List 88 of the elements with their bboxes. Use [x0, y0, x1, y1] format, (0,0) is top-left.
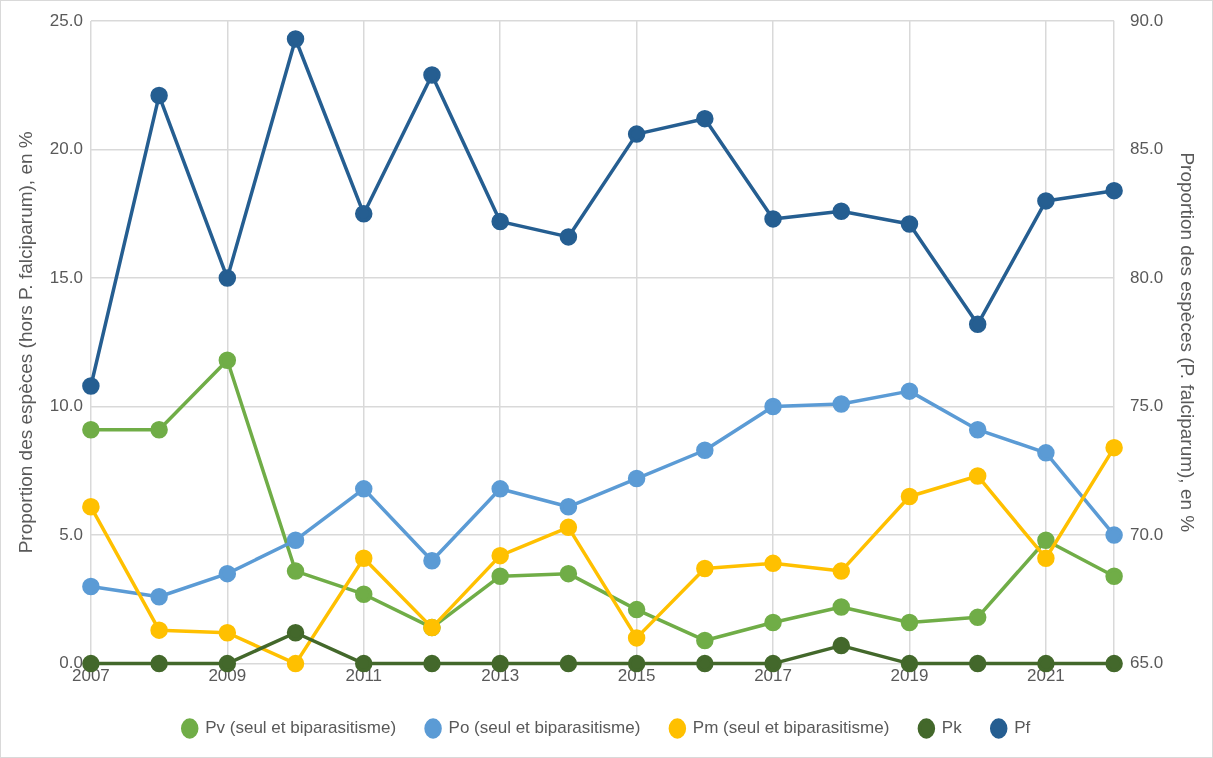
point: [82, 498, 100, 516]
point: [82, 420, 100, 439]
point: [627, 125, 646, 143]
point: [968, 608, 987, 627]
point: [423, 654, 441, 673]
point: [832, 562, 850, 580]
point: [218, 269, 237, 287]
point: [627, 629, 646, 647]
point: [286, 562, 305, 580]
point: [968, 315, 987, 334]
y2-tick-label: 65.0: [1130, 653, 1164, 673]
legend-label: Po (seul et biparasitisme): [448, 718, 641, 738]
point: [900, 382, 919, 400]
y-tick-label: 15.0: [49, 267, 83, 287]
y2-axis-title: Proportion des espèces (P. falciparum), en %: [1177, 152, 1199, 533]
point: [150, 420, 168, 439]
y2-tick-label: 85.0: [1130, 139, 1164, 159]
legend-label: Pf: [1014, 718, 1031, 738]
point: [423, 552, 441, 570]
point: [968, 420, 987, 439]
y-tick-label: 20.0: [49, 139, 83, 159]
point: [764, 210, 782, 228]
point: [150, 621, 168, 639]
point: [559, 654, 578, 673]
point: [82, 577, 100, 596]
legend-label: Pm (seul et biparasitisme): [692, 718, 890, 738]
point: [1105, 654, 1123, 673]
point: [832, 636, 850, 655]
point: [764, 554, 782, 573]
point: [900, 215, 919, 233]
point: [218, 564, 237, 583]
y2-tick-label: 75.0: [1130, 396, 1164, 416]
point: [1037, 549, 1055, 567]
point: [491, 567, 509, 585]
point: [286, 624, 305, 642]
point: [286, 30, 305, 48]
point: [491, 212, 509, 231]
point: [696, 631, 714, 650]
point: [832, 598, 850, 616]
point: [559, 228, 578, 246]
point: [150, 654, 168, 673]
y-tick-label: 10.0: [49, 396, 83, 416]
point: [82, 377, 100, 395]
point: [286, 531, 305, 549]
point: [968, 654, 987, 673]
y-tick-label: 5.0: [59, 524, 83, 544]
y-tick-label: 25.0: [49, 10, 83, 30]
point: [1037, 531, 1055, 549]
point: [696, 109, 714, 128]
point: [696, 441, 714, 460]
point: [150, 86, 168, 105]
point: [218, 624, 237, 642]
point: [1037, 192, 1055, 210]
point: [1105, 567, 1123, 585]
point: [355, 205, 373, 223]
point: [968, 467, 987, 485]
point: [764, 613, 782, 632]
point: [1105, 181, 1123, 200]
point: [627, 469, 646, 488]
point: [559, 518, 578, 537]
point: [832, 202, 850, 220]
point: [491, 546, 509, 565]
point: [1105, 526, 1123, 544]
legend-label: Pk: [941, 718, 963, 738]
y2-tick-label: 90.0: [1130, 10, 1164, 30]
y2-tick-label: 70.0: [1130, 524, 1164, 544]
point: [832, 395, 850, 413]
point: [559, 498, 578, 516]
point: [1105, 438, 1123, 457]
point: [286, 654, 305, 673]
point: [764, 397, 782, 416]
point: [491, 480, 509, 498]
point: [355, 549, 373, 567]
point: [423, 66, 441, 84]
point: [900, 613, 919, 632]
y2-tick-label: 80.0: [1130, 267, 1164, 287]
point: [627, 600, 646, 619]
point: [696, 654, 714, 673]
point: [355, 585, 373, 603]
point: [1037, 444, 1055, 462]
point: [218, 351, 237, 370]
point: [150, 588, 168, 606]
point: [355, 480, 373, 498]
point: [696, 559, 714, 578]
y-axis-title: Proportion des espèces (hors P. falciparum), en %: [14, 131, 36, 554]
point: [900, 487, 919, 506]
point: [559, 564, 578, 583]
legend-label: Pv (seul et biparasitisme): [205, 718, 397, 738]
